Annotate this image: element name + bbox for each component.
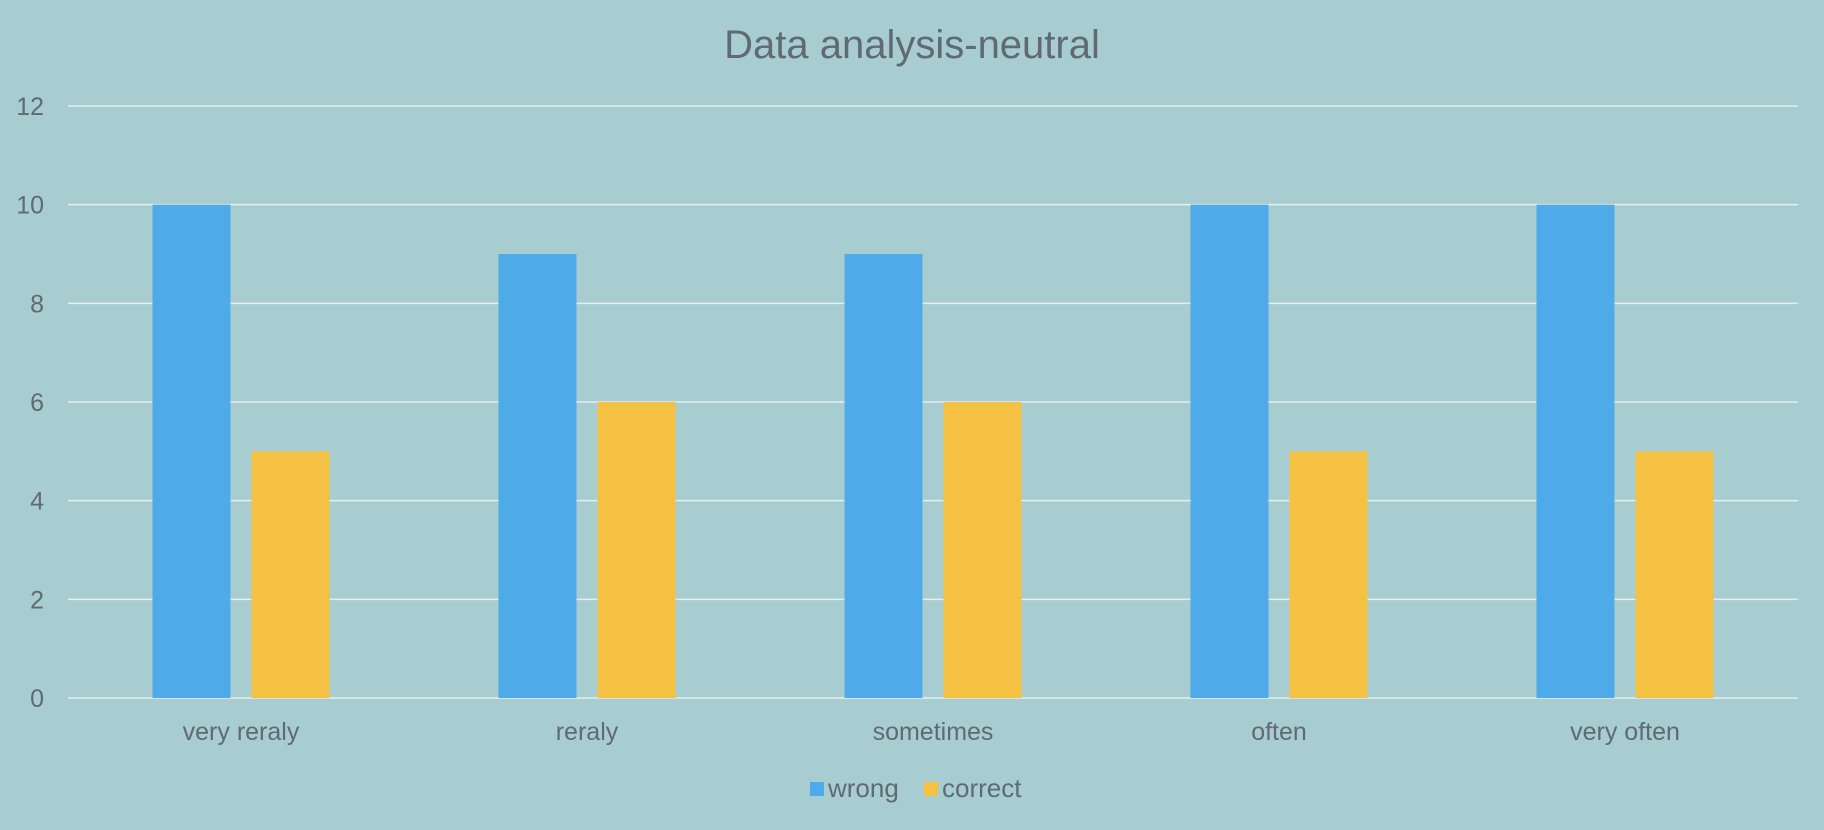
bar-wrong	[152, 204, 231, 698]
bar-correct	[251, 451, 330, 698]
x-category-label: often	[1251, 718, 1307, 746]
x-category-label: very reraly	[183, 718, 300, 746]
bar-wrong	[498, 254, 577, 698]
x-category-label: sometimes	[873, 718, 994, 746]
y-tick-label: 4	[30, 488, 44, 516]
y-axis-ticks: 0 2 4 6 8 10 12	[16, 93, 44, 713]
x-category-label: very often	[1570, 718, 1680, 746]
bar-correct	[1635, 451, 1714, 698]
bar-wrong	[1536, 204, 1615, 698]
y-tick-label: 2	[30, 586, 44, 614]
bar-wrong	[844, 254, 923, 698]
y-tick-label: 8	[30, 290, 44, 318]
legend-label-wrong: wrong	[827, 773, 899, 803]
bars	[152, 204, 1714, 698]
y-tick-label: 6	[30, 389, 44, 417]
x-category-label: reraly	[556, 718, 619, 746]
x-axis-categories: very reraly reraly sometimes often very ofte…	[183, 718, 1680, 746]
bar-wrong	[1190, 204, 1269, 698]
gridlines	[68, 105, 1798, 699]
y-tick-label: 0	[30, 685, 44, 713]
chart-title: Data analysis-neutral	[724, 23, 1100, 67]
legend-swatch-correct	[924, 782, 938, 796]
legend: wrong correct	[810, 773, 1022, 803]
bar-correct	[597, 402, 676, 698]
bar-correct	[943, 402, 1022, 698]
legend-label-correct: correct	[942, 773, 1022, 803]
bar-correct	[1289, 451, 1368, 698]
legend-swatch-wrong	[810, 782, 824, 796]
y-tick-label: 12	[16, 93, 44, 121]
y-tick-label: 10	[16, 192, 44, 220]
